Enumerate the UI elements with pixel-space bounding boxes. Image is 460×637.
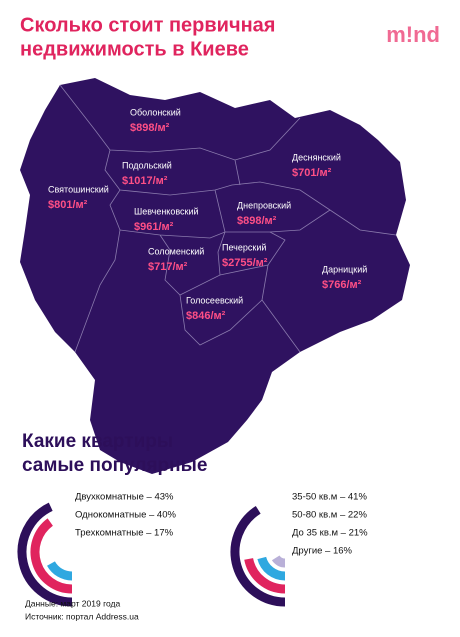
radial-bar (271, 555, 286, 568)
radial-bar (30, 518, 73, 594)
legend-label: До 35 кв.м – 21% (292, 528, 368, 539)
logo: m!nd (386, 22, 440, 47)
district-price: $898/м² (237, 215, 277, 227)
title-line: Сколько стоит первичная (20, 14, 275, 36)
district-price: $801/м² (48, 199, 88, 211)
district-borders (59, 84, 397, 353)
section-title: Какие квартиры (22, 431, 173, 452)
title-line: недвижимость в Киеве (20, 38, 249, 60)
district-price: $961/м² (134, 221, 174, 233)
district-price: $2755/м² (222, 257, 268, 269)
radial-bar (230, 505, 286, 607)
radial-bar (244, 557, 286, 594)
radial-bar (17, 502, 73, 607)
district-price: $1017/м² (122, 175, 168, 187)
district-name: Оболонский (130, 107, 181, 117)
district-name: Днепровский (237, 200, 291, 210)
district-name: Соломенский (148, 246, 204, 256)
district-name: Деснянский (292, 152, 341, 162)
map (20, 78, 410, 474)
district-price: $898/м² (130, 122, 170, 134)
district-name: Голосеевский (186, 295, 243, 305)
radial-bar (47, 561, 73, 581)
charts: Двухкомнатные – 43% Однокомнатные – 40% Тр… (17, 492, 368, 607)
section-title: самые популярные (22, 455, 207, 476)
district-price: $846/м² (186, 310, 226, 322)
footer-source: Источник: портал Address.ua (25, 611, 139, 621)
district-name: Печерский (222, 242, 266, 252)
legend-label: Двухкомнатные – 43% (75, 492, 174, 503)
footer-date: Данные: март 2019 года (25, 598, 120, 608)
district-price: $701/м² (292, 167, 332, 179)
legend-label: Однокомнатные – 40% (75, 510, 176, 521)
district-name: Подольский (122, 160, 172, 170)
legend-label: Трехкомнатные – 17% (75, 528, 174, 539)
legend-label: 35-50 кв.м – 41% (292, 492, 367, 503)
legend-label: Другие – 16% (292, 546, 353, 557)
district-labels: Оболонский $898/м² Деснянский $701/м² Подоль… (48, 107, 367, 322)
district-price: $717/м² (148, 261, 188, 273)
city-outline (20, 78, 410, 474)
district-name: Святошинский (48, 184, 109, 194)
legend-label: 50-80 кв.м – 22% (292, 510, 367, 521)
district-price: $766/м² (322, 279, 362, 291)
district-name: Шевченковский (134, 206, 199, 216)
radial-bar (257, 556, 286, 581)
district-name: Дарницкий (322, 264, 367, 274)
